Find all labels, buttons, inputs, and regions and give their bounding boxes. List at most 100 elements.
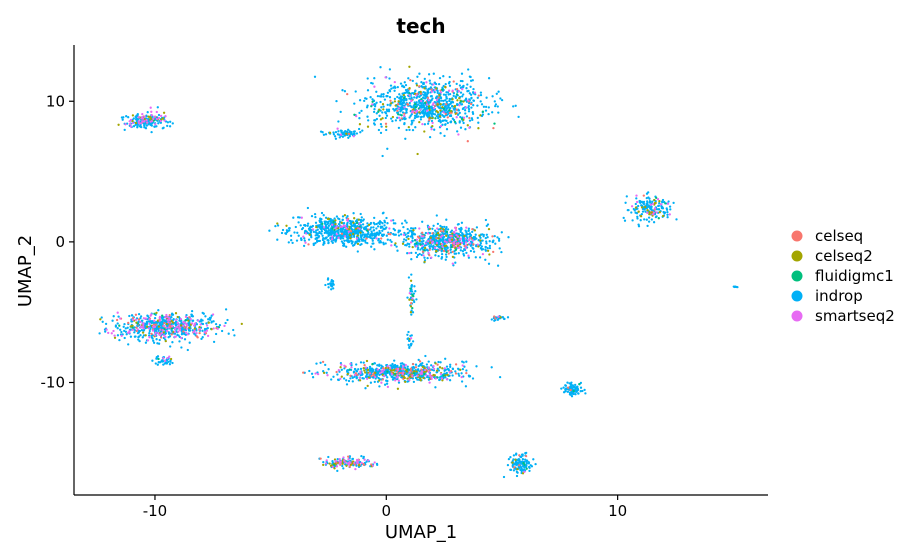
point-indrop (379, 66, 382, 69)
point-indrop (116, 327, 119, 330)
point-celseq (426, 96, 430, 99)
point-smartseq2 (146, 121, 149, 124)
x-tick-label: 0 (382, 502, 392, 520)
point-indrop (434, 386, 437, 389)
point-indrop (399, 102, 402, 105)
point-indrop (413, 116, 417, 120)
point-indrop (443, 119, 447, 122)
point-indrop (214, 332, 218, 336)
point-indrop (187, 321, 191, 325)
point-indrop (144, 341, 148, 344)
point-indrop (166, 121, 170, 124)
point-celseq2 (514, 458, 517, 462)
point-indrop (205, 322, 208, 325)
point-indrop (584, 392, 587, 395)
point-celseq2 (444, 86, 447, 89)
point-indrop (410, 258, 413, 261)
point-smartseq2 (148, 336, 151, 339)
point-indrop (427, 73, 431, 76)
point-indrop (639, 201, 642, 204)
point-indrop (422, 90, 425, 94)
point-fluidigmc1 (523, 463, 526, 466)
point-indrop (377, 376, 380, 380)
point-indrop (405, 128, 408, 132)
point-indrop (640, 204, 643, 207)
point-smartseq2 (148, 322, 151, 326)
point-indrop (389, 84, 393, 87)
point-smartseq2 (124, 123, 127, 126)
point-smartseq2 (205, 329, 209, 332)
point-indrop (654, 215, 658, 219)
point-celseq (134, 313, 138, 316)
point-indrop (330, 285, 333, 288)
point-smartseq2 (409, 241, 413, 244)
point-smartseq2 (439, 91, 443, 94)
point-indrop (321, 234, 324, 237)
point-indrop (442, 93, 446, 96)
point-indrop (331, 230, 335, 234)
point-indrop (507, 457, 511, 461)
point-indrop (232, 328, 235, 332)
point-indrop (454, 261, 457, 264)
point-indrop (123, 329, 126, 333)
point-indrop (155, 328, 158, 331)
point-indrop (481, 113, 485, 116)
point-celseq (321, 360, 325, 364)
point-indrop (404, 219, 407, 222)
point-indrop (460, 372, 463, 375)
point-smartseq2 (415, 238, 419, 241)
point-indrop (296, 231, 299, 234)
point-indrop (465, 233, 468, 236)
point-fluidigmc1 (572, 389, 575, 393)
point-indrop (171, 122, 174, 125)
point-smartseq2 (462, 116, 466, 119)
point-smartseq2 (422, 235, 425, 238)
point-indrop (104, 330, 107, 333)
point-smartseq2 (364, 366, 368, 369)
point-indrop (403, 104, 406, 107)
point-indrop (423, 107, 426, 110)
point-smartseq2 (435, 98, 439, 102)
point-celseq2 (113, 336, 117, 339)
point-fluidigmc1 (454, 248, 458, 252)
point-indrop (353, 231, 357, 234)
point-indrop (310, 236, 313, 239)
point-indrop (411, 236, 414, 240)
point-smartseq2 (338, 462, 341, 465)
point-indrop (360, 109, 363, 113)
point-indrop (383, 221, 387, 224)
point-indrop (432, 72, 435, 75)
point-indrop (154, 362, 157, 365)
point-smartseq2 (397, 379, 400, 382)
point-smartseq2 (427, 366, 430, 369)
point-celseq (492, 126, 495, 130)
point-smartseq2 (197, 319, 200, 322)
point-fluidigmc1 (131, 326, 134, 329)
point-smartseq2 (142, 327, 145, 330)
point-celseq2 (428, 241, 432, 244)
point-indrop (646, 203, 649, 206)
point-smartseq2 (155, 110, 158, 114)
point-smartseq2 (180, 336, 183, 340)
point-indrop (527, 461, 531, 464)
point-smartseq2 (336, 127, 339, 130)
point-celseq2 (478, 234, 481, 237)
point-indrop (161, 317, 164, 320)
point-smartseq2 (358, 222, 361, 225)
point-indrop (326, 239, 329, 242)
point-smartseq2 (390, 372, 393, 376)
point-indrop (167, 331, 170, 334)
point-smartseq2 (335, 225, 338, 228)
point-celseq2 (169, 357, 173, 361)
point-indrop (359, 212, 362, 216)
point-smartseq2 (438, 248, 442, 251)
point-indrop (322, 460, 325, 464)
point-indrop (214, 322, 218, 326)
point-indrop (373, 107, 376, 111)
point-fluidigmc1 (163, 327, 166, 331)
point-smartseq2 (164, 316, 167, 319)
point-smartseq2 (373, 461, 376, 464)
legend-label-fluidigmc1: fluidigmc1 (815, 267, 894, 285)
point-celseq (168, 314, 171, 317)
point-indrop (405, 221, 408, 224)
